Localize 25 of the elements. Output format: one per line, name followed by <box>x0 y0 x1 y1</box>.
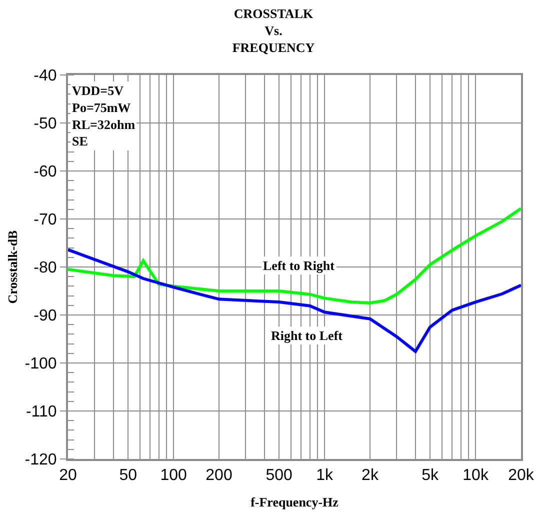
y-tick-label: -70 <box>34 212 57 229</box>
x-tick-label: 100 <box>160 467 187 484</box>
x-tick-label: 50 <box>119 467 138 484</box>
x-tick-label: 10k <box>462 467 490 484</box>
y-tick-label: -60 <box>34 164 57 181</box>
x-axis-title: f-Frequency-Hz <box>250 494 339 510</box>
x-tick-label: 5k <box>422 467 440 484</box>
x-tick-label: 1k <box>316 467 334 484</box>
annotation: VDD=5V Po=75mW RL=32ohm SE <box>72 83 136 149</box>
x-tick-label: 20 <box>59 467 77 484</box>
annotation: Right to Left <box>271 328 344 343</box>
y-axis-title: Crosstalk-dB <box>5 230 20 304</box>
y-tick-label: -40 <box>34 68 57 85</box>
y-tick-label: -110 <box>26 404 57 421</box>
y-tick-label: -100 <box>24 356 57 373</box>
y-tick-label: -90 <box>34 308 57 325</box>
x-tick-label: 20k <box>508 467 535 484</box>
chart-title: CROSSTALK Vs. FREQUENCY <box>232 6 316 55</box>
x-tick-label: 500 <box>266 467 293 484</box>
x-tick-label: 200 <box>206 467 232 484</box>
y-tick-label: -50 <box>34 116 57 133</box>
y-tick-label: -80 <box>34 260 57 277</box>
y-tick-label: -120 <box>24 452 57 469</box>
x-tick-label: 2k <box>362 467 380 484</box>
annotation: Left to Right <box>263 258 336 273</box>
